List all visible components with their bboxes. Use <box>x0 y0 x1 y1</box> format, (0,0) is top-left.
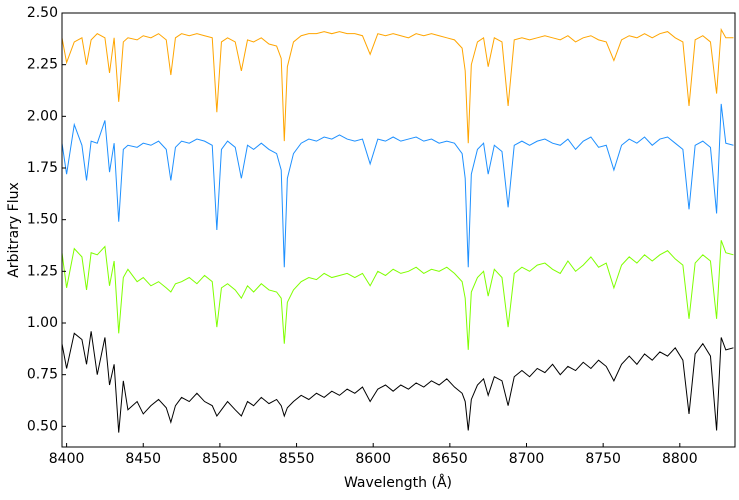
y-tick-label: 0.50 <box>27 418 58 434</box>
y-axis-label: Arbitrary Flux <box>6 182 22 278</box>
y-tick-label: 2.25 <box>27 57 58 73</box>
x-axis-label: Wavelength (Å) <box>344 474 452 491</box>
x-tick-label: 8650 <box>432 451 468 467</box>
x-tick-label: 8750 <box>585 451 621 467</box>
x-tick-label: 8500 <box>202 451 238 467</box>
y-tick-label: 0.75 <box>27 367 58 383</box>
x-tick-label: 8800 <box>662 451 698 467</box>
x-tick-label: 8700 <box>509 451 545 467</box>
plot-frame <box>61 12 736 448</box>
spectrum-line <box>61 27 734 144</box>
x-tick-label: 8450 <box>125 451 161 467</box>
y-tick-label: 1.25 <box>27 263 58 279</box>
y-tick-label: 2.50 <box>27 5 58 21</box>
x-tick-label: 8600 <box>355 451 391 467</box>
x-tick-label: 8400 <box>49 451 85 467</box>
spectrum-line <box>61 240 734 350</box>
x-tick-label: 8550 <box>279 451 315 467</box>
y-tick-label: 2.00 <box>27 108 58 124</box>
spectrum-line <box>61 103 734 268</box>
y-tick-label: 1.00 <box>27 315 58 331</box>
spectrum-line <box>61 331 734 433</box>
y-tick-label: 1.50 <box>27 212 58 228</box>
y-tick-label: 1.75 <box>27 160 58 176</box>
